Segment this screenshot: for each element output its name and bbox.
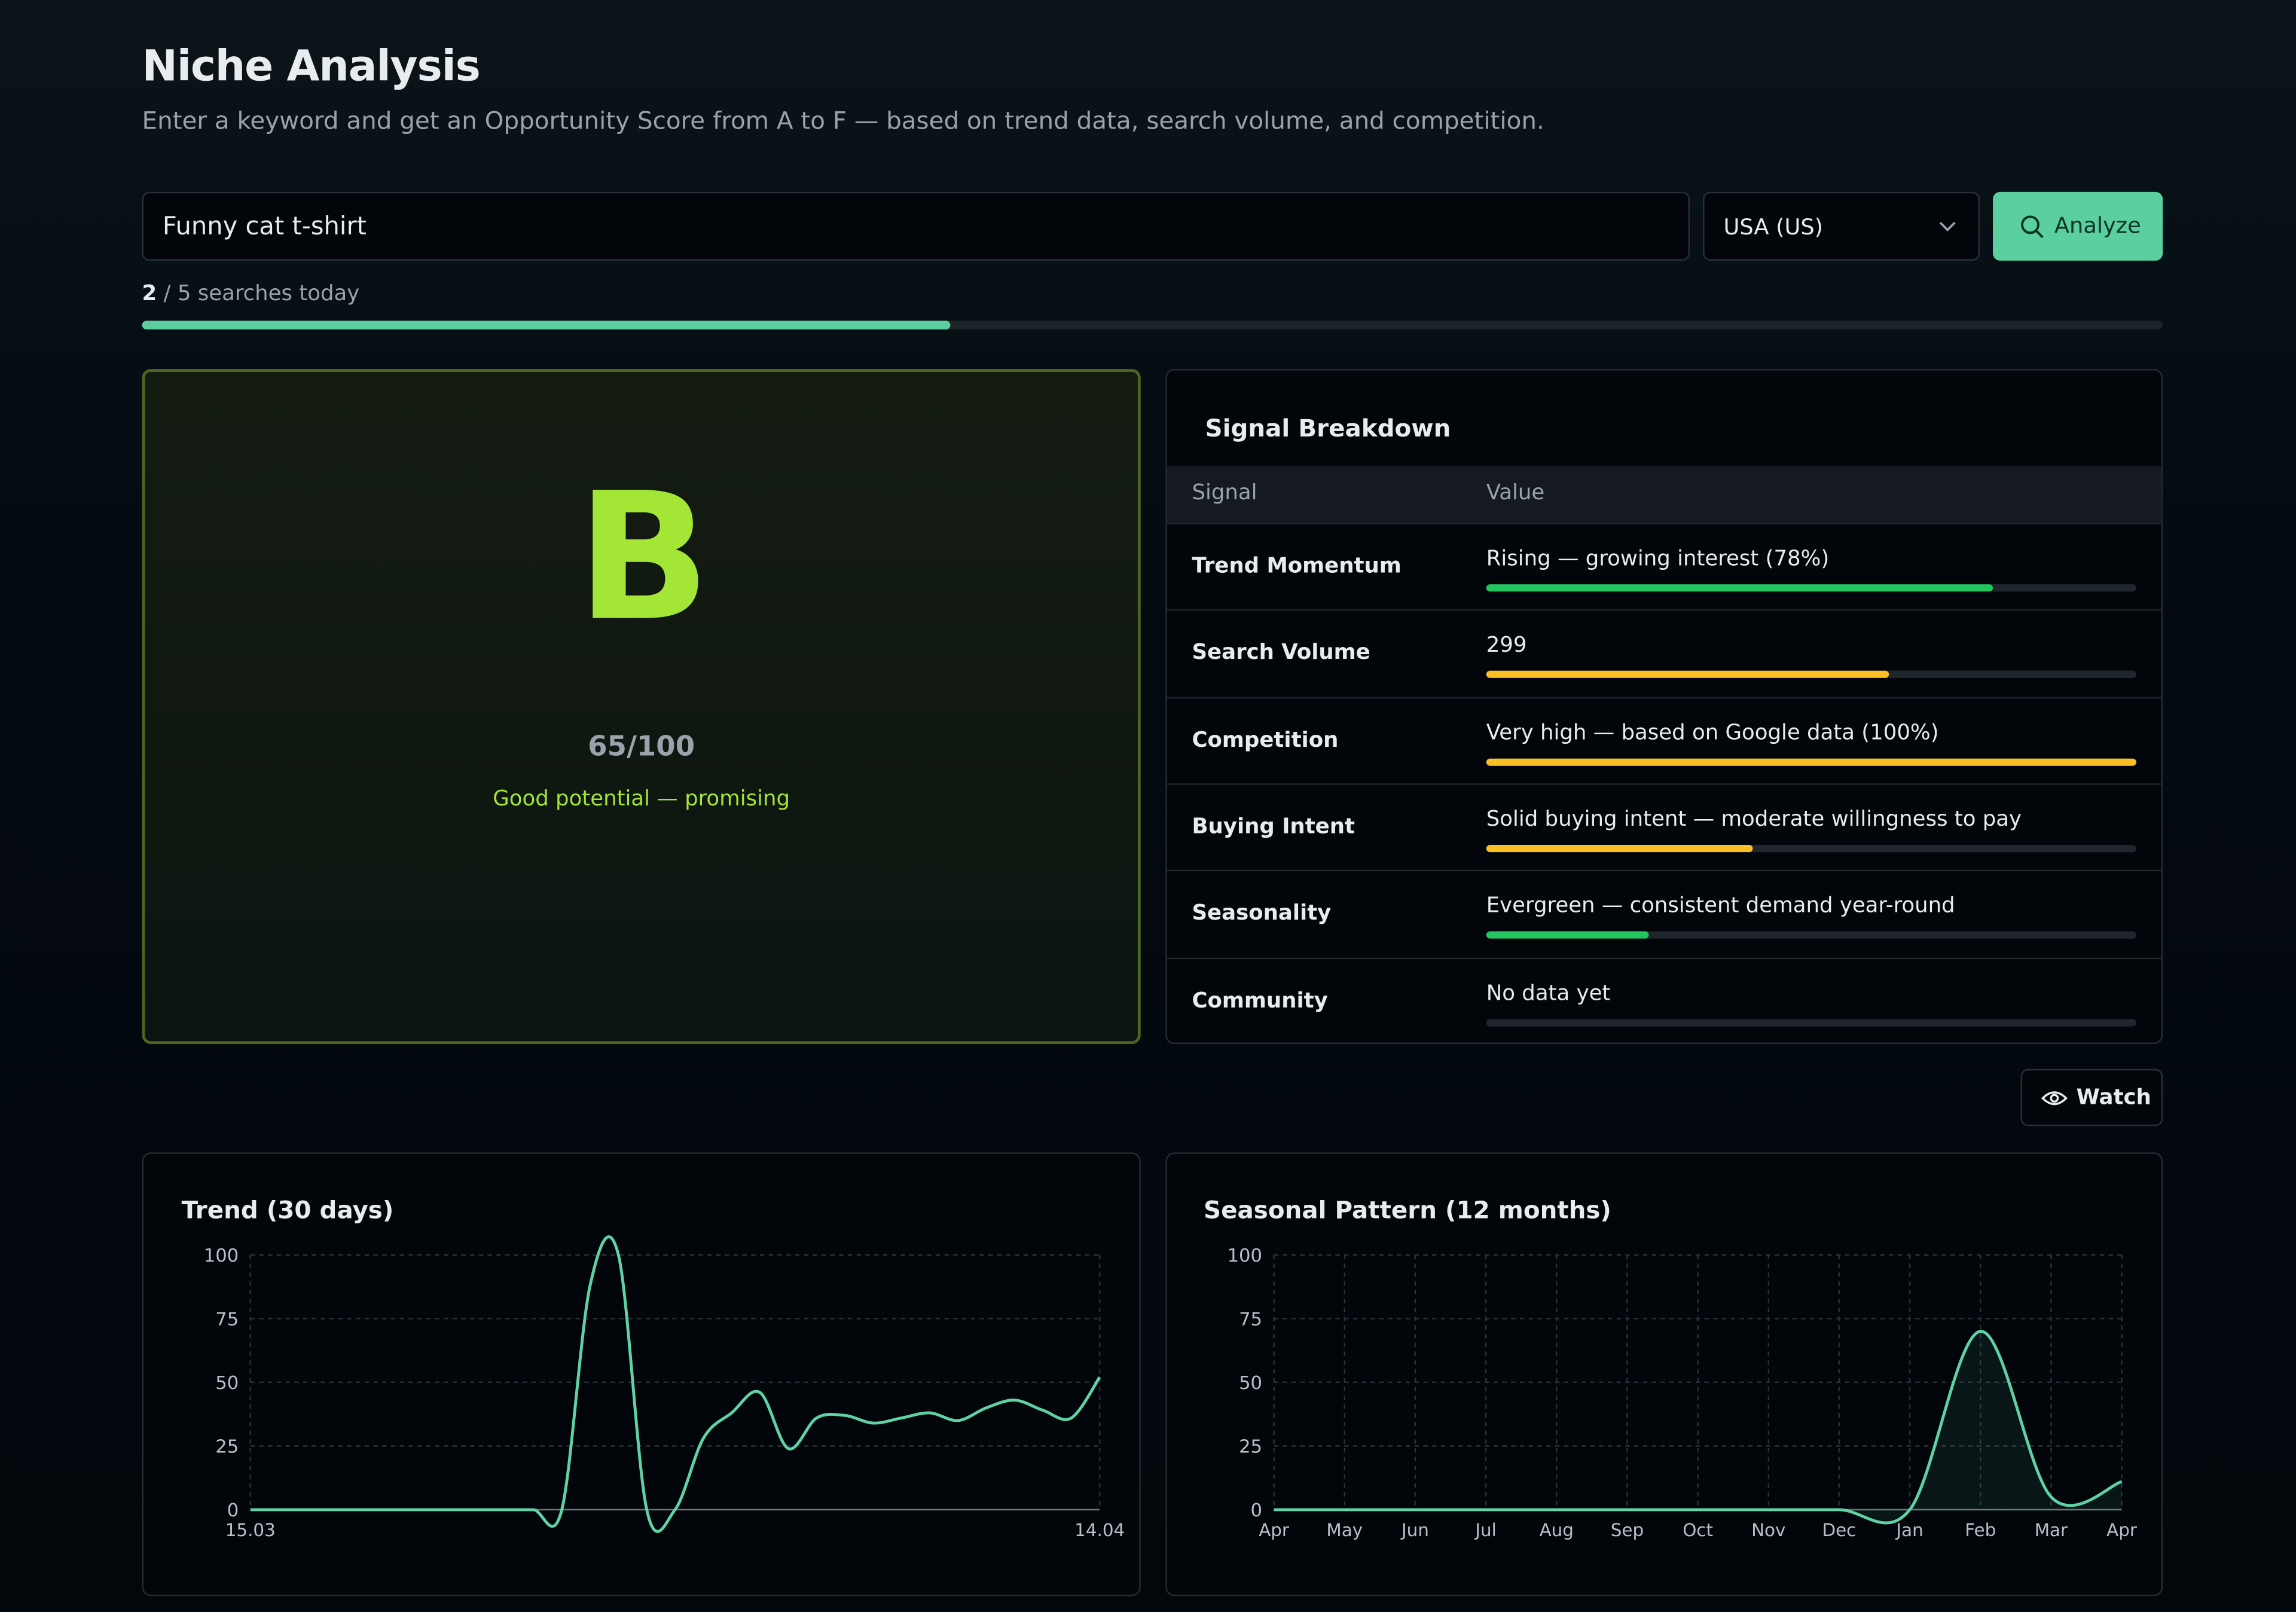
page-title: Niche Analysis (142, 41, 481, 91)
keyword-input[interactable]: Funny cat t-shirt (142, 191, 1690, 261)
page-subtitle: Enter a keyword and get an Opportunity S… (142, 106, 1544, 135)
signal-name: Competition (1192, 728, 1339, 752)
x-tick-label: Jun (1400, 1520, 1429, 1540)
signal-value: 299 (1486, 634, 1527, 658)
signal-track (1486, 671, 2137, 679)
signal-value: Very high — based on Google data (100%) (1486, 721, 1939, 745)
search-icon (2021, 215, 2044, 239)
signal-name: Buying Intent (1192, 815, 1355, 839)
y-tick-label: 0 (1251, 1500, 1262, 1521)
usage-track (142, 320, 2163, 330)
line (1274, 1330, 2123, 1525)
y-tick-label: 75 (215, 1309, 239, 1330)
table-header: Signal Value (1167, 465, 2161, 523)
signal-panel: Signal Breakdown Signal Value Trend Mome… (1165, 369, 2163, 1045)
y-tick-label: 50 (1239, 1373, 1262, 1394)
usage-label: searches today (197, 282, 360, 306)
x-tick-label: Apr (1259, 1520, 1290, 1540)
score-text: 65/100 (588, 731, 695, 763)
chart-panel (1165, 1152, 2163, 1596)
y-tick-label: 50 (215, 1373, 239, 1394)
signal-row: Trend Momentum Rising — growing interest … (1167, 523, 2161, 610)
x-tick-label: 14.04 (1074, 1520, 1125, 1540)
signal-row: Competition Very high — based on Google d… (1167, 696, 2161, 784)
x-tick-label: Mar (2035, 1520, 2068, 1540)
x-tick-label: Dec (1822, 1520, 1856, 1540)
signal-value: Solid buying intent — moderate willingne… (1486, 808, 2022, 832)
signal-row: Search Volume 299 (1167, 609, 2161, 698)
signal-name: Trend Momentum (1192, 555, 1402, 579)
usage-sep: / (163, 282, 171, 306)
y-tick-label: 25 (1239, 1436, 1262, 1457)
signal-row: Community No data yet (1167, 957, 2161, 1045)
y-tick-label: 100 (204, 1245, 239, 1266)
signal-track (1486, 844, 2137, 853)
y-tick-label: 25 (215, 1436, 239, 1457)
score-card: B 65/100 Good potential — promising (142, 369, 1141, 1045)
x-tick-label: 15.03 (225, 1520, 276, 1540)
country-select[interactable]: USA (US) (1703, 191, 1980, 261)
grade: B (576, 457, 710, 661)
area (1274, 1331, 2122, 1523)
x-tick-label: Nov (1751, 1520, 1785, 1540)
y-tick-label: 75 (1239, 1309, 1262, 1330)
verdict: Good potential — promising (493, 787, 790, 811)
x-tick-label: Oct (1683, 1520, 1713, 1540)
signal-track (1486, 758, 2137, 765)
x-tick-label: Jan (1895, 1520, 1923, 1540)
column-header: Value (1486, 481, 1545, 505)
signal-value: Rising — growing interest (78%) (1486, 547, 1830, 572)
x-tick-label: Aug (1540, 1520, 1574, 1540)
y-tick-label: 100 (1228, 1245, 1262, 1266)
analyze-label: Analyze (2054, 212, 2141, 239)
chart-panel (142, 1152, 1141, 1596)
watch-label: Watch (2076, 1086, 2151, 1110)
signal-row: Buying Intent Solid buying intent — moder… (1167, 783, 2161, 871)
signal-title: Signal Breakdown (1205, 414, 1451, 442)
usage-fill (142, 320, 951, 330)
chevron-icon (1939, 221, 1956, 232)
chart-title: Trend (30 days) (182, 1196, 394, 1225)
x-tick-label: Apr (2106, 1520, 2138, 1540)
x-tick-label: Feb (1965, 1520, 1996, 1540)
x-tick-label: Jul (1474, 1520, 1496, 1540)
line (250, 1235, 1101, 1533)
chart-title: Seasonal Pattern (12 months) (1204, 1196, 1611, 1225)
signal-name: Community (1192, 989, 1328, 1013)
watch-button[interactable]: Watch (2020, 1068, 2163, 1126)
signal-bar (1486, 671, 1889, 679)
eye-icon (2041, 1091, 2068, 1106)
country-text: USA (US) (1723, 213, 1824, 240)
signal-bar (1486, 584, 1993, 592)
signal-track (1486, 584, 2137, 592)
signal-name: Seasonality (1192, 902, 1332, 926)
signal-track (1486, 1018, 2137, 1026)
signal-track (1486, 932, 2137, 939)
signal-name: Search Volume (1192, 642, 1370, 665)
signal-bar (1486, 932, 1649, 939)
usage-limit: 5 (177, 282, 191, 306)
keyword-text: Funny cat t-shirt (162, 212, 367, 242)
signal-row: Seasonality Evergreen — consistent demand… (1167, 870, 2161, 958)
signal-value: No data yet (1486, 982, 1611, 1006)
usage-text: 2 / 5 searches today (142, 283, 360, 306)
signal-bar (1486, 758, 2137, 765)
signal-bar (1486, 844, 1753, 853)
column-header: Signal (1192, 481, 1257, 505)
usage-used: 2 (142, 282, 157, 306)
x-tick-label: May (1326, 1520, 1363, 1540)
signal-value: Evergreen — consistent demand year-round (1486, 894, 1955, 918)
y-tick-label: 0 (227, 1500, 239, 1521)
x-tick-label: Sep (1611, 1520, 1644, 1540)
analyze-button[interactable]: Analyze (1993, 191, 2163, 261)
